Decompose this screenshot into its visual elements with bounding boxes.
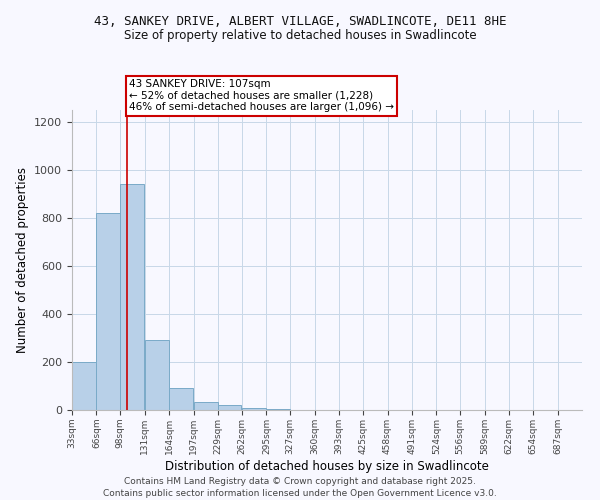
Bar bbox=[266, 409, 290, 410]
Bar bbox=[169, 388, 193, 410]
Bar bbox=[72, 362, 96, 410]
Bar bbox=[97, 213, 120, 410]
Bar bbox=[218, 405, 241, 410]
Bar bbox=[242, 408, 266, 410]
Text: Size of property relative to detached houses in Swadlincote: Size of property relative to detached ho… bbox=[124, 29, 476, 42]
Bar bbox=[120, 184, 144, 410]
Text: Contains HM Land Registry data © Crown copyright and database right 2025.
Contai: Contains HM Land Registry data © Crown c… bbox=[103, 476, 497, 498]
X-axis label: Distribution of detached houses by size in Swadlincote: Distribution of detached houses by size … bbox=[165, 460, 489, 472]
Bar bbox=[194, 402, 218, 410]
Text: 43 SANKEY DRIVE: 107sqm
← 52% of detached houses are smaller (1,228)
46% of semi: 43 SANKEY DRIVE: 107sqm ← 52% of detache… bbox=[129, 79, 394, 112]
Text: 43, SANKEY DRIVE, ALBERT VILLAGE, SWADLINCOTE, DE11 8HE: 43, SANKEY DRIVE, ALBERT VILLAGE, SWADLI… bbox=[94, 15, 506, 28]
Y-axis label: Number of detached properties: Number of detached properties bbox=[16, 167, 29, 353]
Bar bbox=[145, 340, 169, 410]
